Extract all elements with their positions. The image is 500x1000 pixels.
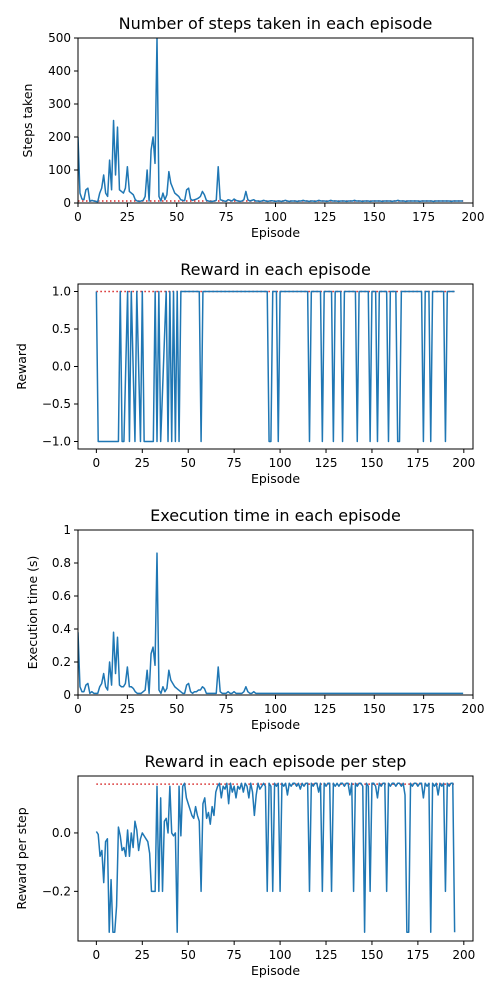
x-tick-label: 50 [181, 456, 196, 470]
y-tick-label: 100 [48, 163, 71, 177]
x-axis-label: Episode [251, 225, 300, 240]
y-tick-label: 0.6 [52, 589, 71, 603]
series-line [95, 290, 455, 443]
x-tick-label: 150 [363, 210, 386, 224]
y-tick-label: −0.2 [42, 884, 71, 898]
x-tick-label: 0 [93, 948, 101, 962]
y-tick-label: 0.5 [52, 322, 71, 336]
x-axis-label: Episode [251, 717, 300, 732]
x-tick-label: 50 [181, 948, 196, 962]
x-tick-label: 75 [218, 210, 233, 224]
x-tick-label: 100 [264, 210, 287, 224]
chart-reward-per-step: 0 25 50 75 100 125 150 175 200 −0.2 0.0 Reward in e… [14, 752, 475, 978]
x-tick-label: 75 [218, 702, 233, 716]
y-tick-label: 300 [48, 97, 71, 111]
y-axis-label: Reward [14, 343, 29, 390]
x-tick-label: 175 [412, 210, 435, 224]
y-tick-label: −0.5 [42, 397, 71, 411]
x-tick-label: 100 [264, 702, 287, 716]
x-tick-label: 175 [406, 948, 429, 962]
x-tick-label: 100 [269, 948, 292, 962]
chart-title: Reward in each episode [180, 260, 371, 279]
series-line [95, 782, 456, 933]
chart-time: 0 25 50 75 100 125 150 175 200 0 0.2 0.4 0.6 0.8 1 Exec… [25, 506, 484, 732]
x-tick-label: 150 [363, 702, 386, 716]
x-tick-label: 0 [74, 210, 82, 224]
plot-frame [77, 529, 474, 696]
x-tick-label: 200 [462, 210, 485, 224]
y-tick-label: 0.0 [52, 826, 71, 840]
x-tick-label: 50 [169, 702, 184, 716]
x-tick-label: 125 [315, 948, 338, 962]
x-tick-label: 175 [406, 456, 429, 470]
x-axis-label: Episode [251, 471, 300, 486]
x-tick-label: 25 [135, 948, 150, 962]
x-tick-label: 0 [74, 702, 82, 716]
x-tick-label: 25 [120, 702, 135, 716]
x-tick-label: 25 [120, 210, 135, 224]
series-line [78, 38, 464, 203]
y-axis-label: Reward per step [14, 807, 29, 909]
chart-title: Reward in each episode per step [145, 752, 407, 771]
x-axis-label: Episode [251, 963, 300, 978]
y-tick-label: 0.8 [52, 556, 71, 570]
x-tick-label: 200 [452, 948, 475, 962]
x-tick-label: 175 [412, 702, 435, 716]
x-tick-label: 150 [361, 948, 384, 962]
x-tick-label: 200 [452, 456, 475, 470]
plot-frame [77, 775, 474, 942]
x-tick-label: 125 [313, 702, 336, 716]
y-tick-label: 0.0 [52, 360, 71, 374]
chart-title: Execution time in each episode [150, 506, 401, 525]
y-tick-label: 0.4 [52, 622, 71, 636]
y-tick-label: 500 [48, 31, 71, 45]
chart-title: Number of steps taken in each episode [119, 14, 433, 33]
x-tick-label: 200 [462, 702, 485, 716]
y-tick-label: 1 [63, 523, 71, 537]
y-tick-label: −1.0 [42, 435, 71, 449]
x-tick-label: 50 [169, 210, 184, 224]
x-tick-label: 25 [135, 456, 150, 470]
y-tick-label: 200 [48, 130, 71, 144]
x-tick-label: 100 [269, 456, 292, 470]
y-tick-label: 400 [48, 64, 71, 78]
chart-steps: 0 25 50 75 100 125 150 175 200 0 100 200 300 400 500 Nu… [20, 14, 484, 240]
series-line [78, 552, 464, 695]
x-tick-label: 125 [313, 210, 336, 224]
x-tick-label: 125 [315, 456, 338, 470]
y-axis-label: Steps taken [20, 84, 35, 158]
y-tick-label: 0 [63, 196, 71, 210]
y-tick-label: 1.0 [52, 285, 71, 299]
y-tick-label: 0.2 [52, 655, 71, 669]
x-tick-label: 75 [227, 456, 242, 470]
x-tick-label: 75 [227, 948, 242, 962]
x-tick-label: 0 [93, 456, 101, 470]
y-tick-label: 0 [63, 688, 71, 702]
plot-frame [77, 37, 474, 204]
y-axis-label: Execution time (s) [25, 556, 40, 670]
x-tick-label: 150 [361, 456, 384, 470]
chart-reward: 0 25 50 75 100 125 150 175 200 −1.0 −0.5 0.0 0.5 1.0 R… [14, 260, 475, 486]
